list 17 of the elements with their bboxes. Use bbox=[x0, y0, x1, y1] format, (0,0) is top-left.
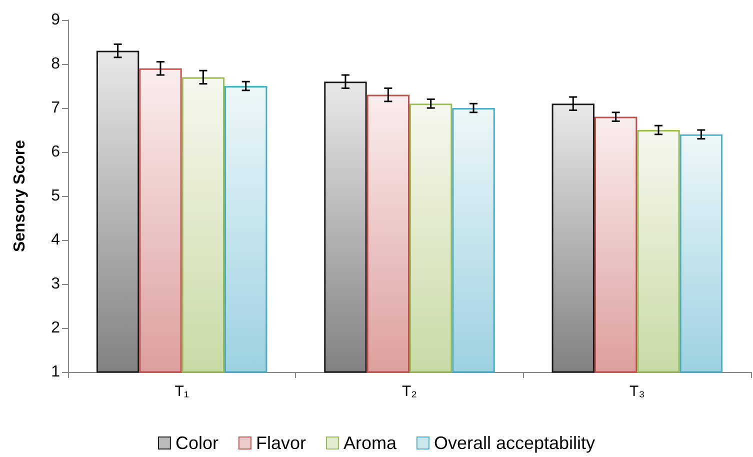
y-axis-title: Sensory Score bbox=[12, 140, 28, 252]
y-tick-label: 1 bbox=[51, 364, 60, 380]
legend-label: Overall acceptability bbox=[434, 433, 596, 453]
y-tick-label: 6 bbox=[51, 144, 60, 160]
legend-label: Color bbox=[175, 433, 218, 453]
x-tick-label: T₂ bbox=[402, 383, 418, 400]
legend-label: Flavor bbox=[256, 433, 306, 453]
y-tick-label: 3 bbox=[51, 276, 60, 292]
y-tick-label: 8 bbox=[51, 56, 60, 72]
legend-label: Aroma bbox=[343, 433, 398, 453]
x-tick-label: T₁ bbox=[174, 383, 189, 400]
y-tick-label: 7 bbox=[51, 100, 60, 116]
y-tick-label: 9 bbox=[51, 12, 60, 28]
x-tick-label: T₃ bbox=[630, 383, 645, 400]
y-tick-label: 2 bbox=[51, 320, 60, 336]
y-tick-label: 4 bbox=[51, 232, 60, 248]
y-tick-label: 5 bbox=[51, 188, 60, 204]
